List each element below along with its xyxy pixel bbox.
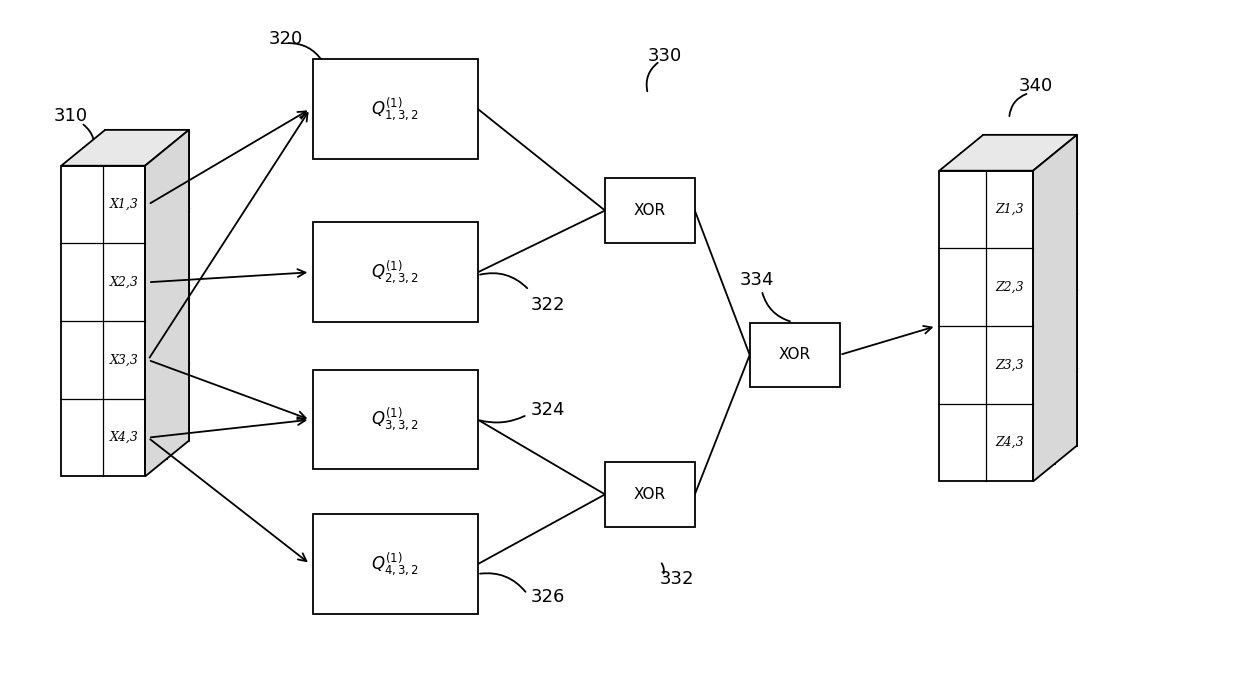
Text: 332: 332 <box>660 570 694 588</box>
Text: X2,3: X2,3 <box>109 276 139 289</box>
Bar <box>83 148 167 459</box>
Text: XOR: XOR <box>634 487 666 502</box>
Text: 340: 340 <box>1019 77 1053 95</box>
Text: Z4,3: Z4,3 <box>996 436 1024 449</box>
Text: X4,3: X4,3 <box>109 431 139 444</box>
Text: $Q^{(1)}_{3,3,2}$: $Q^{(1)}_{3,3,2}$ <box>372 406 419 433</box>
Polygon shape <box>61 130 188 166</box>
Text: Z2,3: Z2,3 <box>996 280 1024 294</box>
Bar <box>314 223 477 322</box>
Polygon shape <box>145 130 188 477</box>
Bar <box>983 135 1078 446</box>
Text: X3,3: X3,3 <box>109 353 139 367</box>
Bar <box>939 171 1033 482</box>
Bar <box>105 130 188 440</box>
Bar <box>605 178 694 243</box>
Text: 310: 310 <box>53 107 87 125</box>
Text: 330: 330 <box>649 47 682 65</box>
Text: 334: 334 <box>740 271 774 289</box>
Text: 326: 326 <box>531 588 564 606</box>
Bar <box>961 153 1055 464</box>
Bar <box>314 370 477 469</box>
Text: XOR: XOR <box>634 203 666 218</box>
Text: $Q^{(1)}_{4,3,2}$: $Q^{(1)}_{4,3,2}$ <box>372 551 419 578</box>
Polygon shape <box>939 135 1078 171</box>
Polygon shape <box>1033 135 1078 482</box>
Text: Z1,3: Z1,3 <box>996 203 1024 216</box>
Text: $Q^{(1)}_{2,3,2}$: $Q^{(1)}_{2,3,2}$ <box>372 258 419 286</box>
Bar <box>605 462 694 527</box>
Text: $Q^{(1)}_{1,3,2}$: $Q^{(1)}_{1,3,2}$ <box>372 95 419 123</box>
Text: 324: 324 <box>531 401 564 419</box>
Bar <box>61 166 145 477</box>
Text: 320: 320 <box>269 30 303 48</box>
Text: 322: 322 <box>531 296 564 314</box>
Text: XOR: XOR <box>779 347 811 362</box>
Bar <box>750 322 839 387</box>
Bar <box>314 59 477 158</box>
Text: Z3,3: Z3,3 <box>996 358 1024 371</box>
Bar <box>314 514 477 614</box>
Text: X1,3: X1,3 <box>109 198 139 211</box>
